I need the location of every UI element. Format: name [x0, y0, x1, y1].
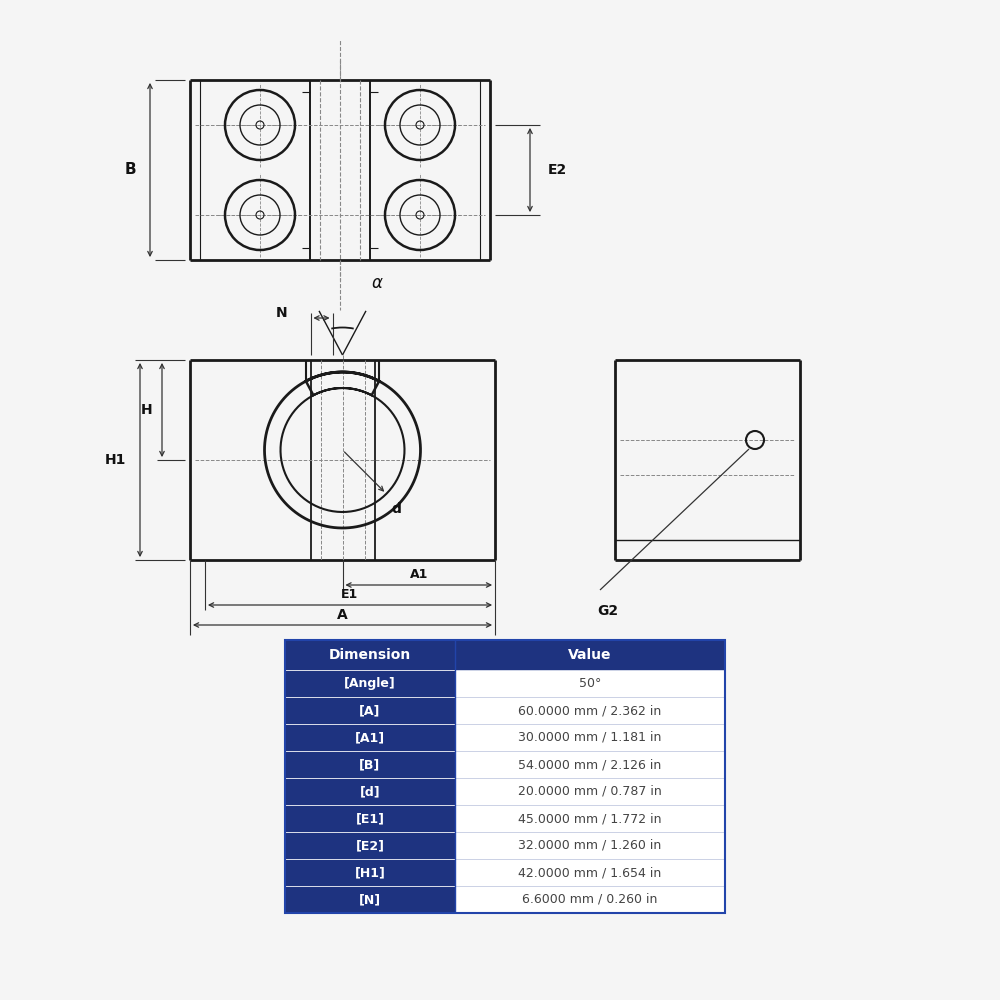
Text: [A1]: [A1] [355, 731, 385, 744]
Text: [B]: [B] [359, 758, 381, 771]
Text: 6.6000 mm / 0.260 in: 6.6000 mm / 0.260 in [522, 893, 658, 906]
Text: d: d [391, 502, 401, 516]
Bar [285, 724, 455, 751]
Bar [455, 832, 725, 859]
Bar [455, 670, 725, 697]
Bar [285, 778, 455, 805]
Text: E2: E2 [548, 163, 567, 177]
Text: 20.0000 mm / 0.787 in: 20.0000 mm / 0.787 in [518, 785, 662, 798]
Text: Dimension: Dimension [329, 648, 411, 662]
Text: [N]: [N] [359, 893, 381, 906]
Text: [E2]: [E2] [356, 839, 384, 852]
Text: α: α [372, 274, 383, 292]
Text: 42.0000 mm / 1.654 in: 42.0000 mm / 1.654 in [518, 866, 662, 879]
Text: 60.0000 mm / 2.362 in: 60.0000 mm / 2.362 in [518, 704, 662, 717]
Bar [455, 886, 725, 913]
Bar [285, 859, 455, 886]
Text: 45.0000 mm / 1.772 in: 45.0000 mm / 1.772 in [518, 812, 662, 825]
Bar [455, 859, 725, 886]
Bar [285, 640, 725, 670]
Bar [455, 697, 725, 724]
Text: [Angle]: [Angle] [344, 677, 396, 690]
Text: H: H [140, 403, 152, 417]
Bar [285, 670, 455, 697]
Text: [A]: [A] [359, 704, 381, 717]
Text: A: A [337, 608, 348, 622]
Bar [285, 751, 455, 778]
Bar [455, 724, 725, 751]
Text: 32.0000 mm / 1.260 in: 32.0000 mm / 1.260 in [518, 839, 662, 852]
Text: [E1]: [E1] [356, 812, 384, 825]
Bar [285, 832, 455, 859]
Text: 30.0000 mm / 1.181 in: 30.0000 mm / 1.181 in [518, 731, 662, 744]
Bar [455, 805, 725, 832]
Text: 50°: 50° [579, 677, 601, 690]
Text: [H1]: [H1] [355, 866, 385, 879]
Text: B: B [124, 162, 136, 178]
Text: N: N [276, 306, 288, 320]
Bar [285, 640, 725, 913]
Bar [285, 697, 455, 724]
Bar [455, 751, 725, 778]
Text: 54.0000 mm / 2.126 in: 54.0000 mm / 2.126 in [518, 758, 662, 771]
Bar [285, 805, 455, 832]
Text: Value: Value [568, 648, 612, 662]
Bar [455, 778, 725, 805]
Text: A1: A1 [410, 568, 428, 582]
Text: E1: E1 [341, 588, 359, 601]
Text: [d]: [d] [360, 785, 380, 798]
Text: H1: H1 [105, 453, 126, 467]
Bar [285, 886, 455, 913]
Text: G2: G2 [597, 604, 618, 618]
